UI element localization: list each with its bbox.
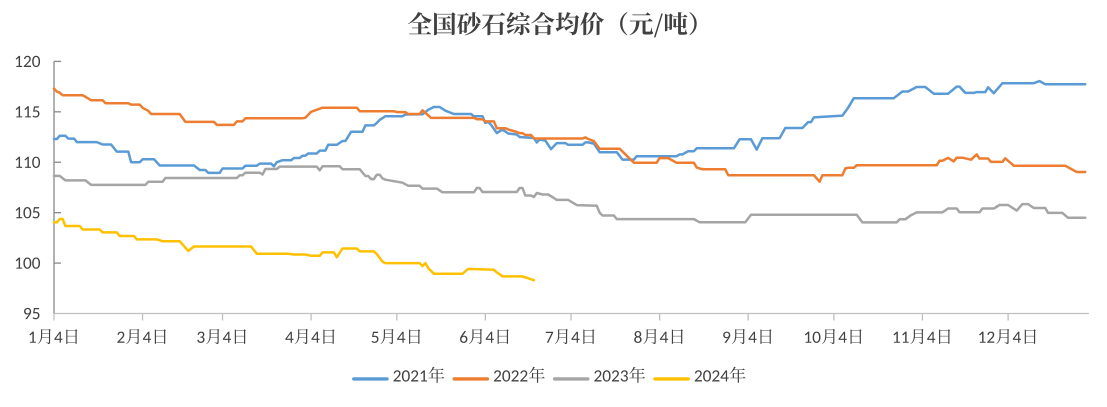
axes — [53, 60, 1089, 321]
glyph-run — [694, 366, 746, 383]
x-tick-label: 12月4日 — [979, 328, 1036, 345]
legend-item-2021年: 2021年 — [352, 366, 449, 386]
x-tick-label-text: 8月4日 — [633, 327, 687, 347]
series-line-2024年 — [52, 217, 536, 282]
y-tick-label: 120 — [12, 51, 41, 71]
legend-label-2022年: 2022年 — [493, 366, 549, 386]
y-tick-label: 105 — [15, 207, 40, 219]
y-tick-label-text: 110 — [13, 152, 41, 172]
glyph-run — [408, 12, 697, 38]
x-tick-label: 6月4日 — [460, 328, 509, 345]
glyph-run — [460, 328, 509, 345]
glyph-run — [285, 328, 335, 345]
glyph-run — [15, 55, 41, 68]
x-tick-label: 9月4日 — [723, 328, 772, 345]
glyph-run — [393, 366, 445, 383]
glyph-run — [545, 328, 595, 345]
glyph-run — [117, 328, 166, 345]
glyph-run — [24, 307, 40, 320]
glyph-run — [493, 366, 545, 383]
legend-label-2023年: 2023年 — [594, 366, 650, 386]
glyph-run — [15, 156, 41, 168]
chart-title: 全国砂石综合均价（元/吨） — [408, 12, 697, 38]
series-line-2022年 — [52, 87, 1087, 183]
glyph-run — [634, 328, 684, 345]
x-tick-label-text: 5月4日 — [370, 327, 424, 347]
x-tick-label: 1月4日 — [27, 327, 81, 347]
glyph-run — [15, 207, 40, 219]
glyph-run — [979, 328, 1036, 345]
y-axis-tick-labels: 95 100 105 110 115 120 — [12, 51, 41, 320]
glyph-run — [371, 328, 421, 345]
series-lines — [52, 79, 1087, 282]
x-tick-label: 10月4日 — [804, 328, 862, 345]
x-tick-label: 2月4日 — [116, 327, 170, 347]
x-tick-label: 3月4日 — [196, 327, 250, 347]
glyph-run — [29, 328, 78, 345]
x-tick-label-text: 1月4日 — [27, 327, 81, 347]
legend-label-2024年: 2024年 — [694, 366, 750, 386]
y-tick-label-text: 100 — [12, 253, 41, 273]
y-tick-label: 95 — [24, 307, 40, 320]
y-tick-label-text: 120 — [12, 51, 41, 71]
x-tick-label: 7月4日 — [544, 327, 598, 347]
legend-item-2022年: 2022年 — [452, 366, 549, 386]
glyph-run — [197, 328, 246, 345]
y-tick-label: 115 — [15, 106, 40, 118]
x-tick-label: 4月4日 — [284, 327, 338, 347]
glyph-run — [804, 328, 862, 345]
y-tick-label: 110 — [13, 152, 41, 172]
legend-item-2024年: 2024年 — [653, 366, 750, 386]
legend-item-2023年: 2023年 — [552, 366, 650, 386]
x-tick-label: 8月4日 — [633, 327, 687, 347]
x-tick-label-text: 7月4日 — [544, 327, 598, 347]
legend-label-2021年: 2021年 — [393, 366, 449, 386]
glyph-run — [893, 328, 951, 345]
glyph-run — [723, 328, 772, 345]
glyph-run — [594, 366, 646, 383]
legend: 2021年 2022年 2023年 2024年 — [352, 366, 750, 386]
x-tick-label: 5月4日 — [370, 327, 424, 347]
x-axis-tick-labels: 1月4日 2月4日 3月4日 4月4日 5月4日 6月4日 7月4日 8月4日 9月4日 10月4… — [27, 327, 1036, 347]
series-line-2023年 — [52, 165, 1087, 224]
x-tick-label-text: 2月4日 — [116, 327, 170, 347]
x-tick-label: 11月4日 — [893, 328, 951, 345]
x-tick-label-text: 3月4日 — [196, 327, 250, 347]
y-tick-label: 100 — [12, 253, 41, 273]
series-line-2021年 — [52, 79, 1087, 175]
glyph-run — [15, 106, 40, 118]
x-tick-label-text: 4月4日 — [284, 327, 338, 347]
glyph-run — [15, 257, 41, 269]
